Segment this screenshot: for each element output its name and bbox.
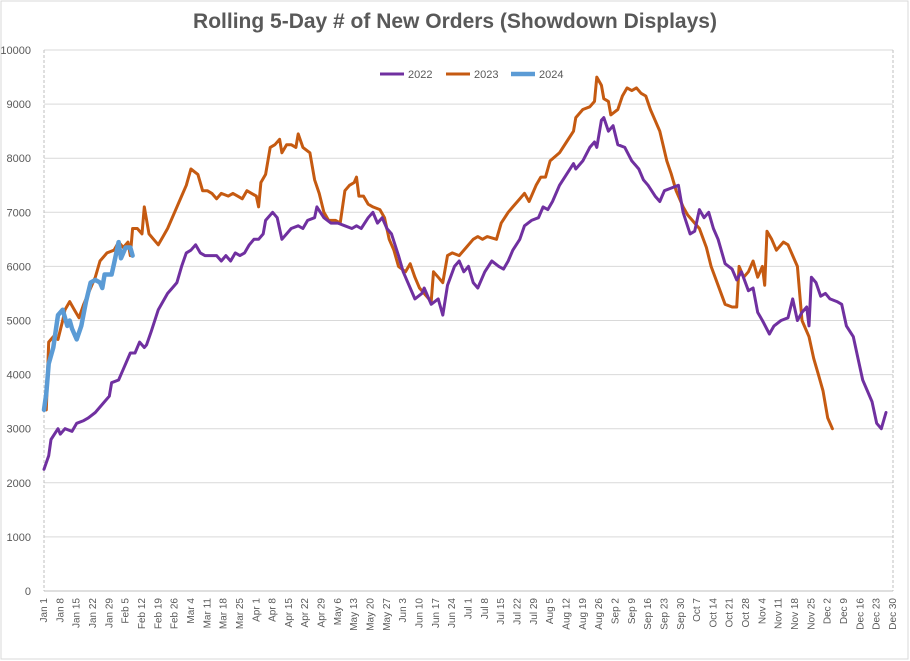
y-tick-label: 0 <box>25 586 31 598</box>
x-tick-label: Dec 9 <box>839 598 850 625</box>
x-tick-label: Apr 8 <box>268 598 279 622</box>
x-tick-label: Dec 23 <box>872 598 883 630</box>
x-tick-label: Jan 29 <box>104 598 115 628</box>
x-tick-label: Apr 1 <box>251 598 262 622</box>
x-axis-ticks: Jan 1 Jan 8 Jan 15 Jan 22 Jan 29 Feb 5 Feb 12 F… <box>39 598 899 631</box>
x-tick-label: Nov 18 <box>790 598 801 630</box>
x-tick-label: Aug 5 <box>545 598 556 625</box>
x-tick-label: Sep 16 <box>643 598 654 630</box>
y-tick-label: 3000 <box>7 424 31 436</box>
x-tick-label: Mar 18 <box>219 598 230 630</box>
x-tick-label: Apr 22 <box>300 598 311 628</box>
legend-label-2023: 2023 <box>474 69 498 81</box>
y-tick-label: 7000 <box>7 207 31 219</box>
x-tick-label: Jul 29 <box>529 598 540 625</box>
x-tick-label: Jan 22 <box>88 598 99 628</box>
y-axis-ticks: 0 1000 2000 3000 4000 5000 6000 7000 8000 9000 100… <box>0 45 31 598</box>
y-tick-label: 4000 <box>7 370 31 382</box>
y-tick-label: 9000 <box>7 99 31 111</box>
x-tick-label: May 13 <box>349 598 360 631</box>
x-tick-label: Sep 9 <box>627 598 638 625</box>
x-tick-label: Jan 8 <box>55 598 66 623</box>
x-tick-label: Aug 26 <box>594 598 605 630</box>
x-tick-label: Nov 11 <box>774 598 785 629</box>
x-tick-label: Jun 24 <box>447 598 458 628</box>
x-tick-label: Dec 2 <box>823 598 834 625</box>
x-tick-label: Jan 1 <box>39 598 50 623</box>
x-tick-label: Dec 16 <box>855 598 866 630</box>
series-lines <box>41 75 888 471</box>
x-tick-label: May 27 <box>382 598 393 631</box>
x-tick-label: Mar 25 <box>235 598 246 630</box>
x-tick-label: May 6 <box>333 598 344 626</box>
y-tick-label: 2000 <box>7 478 31 490</box>
x-tick-label: Jul 8 <box>480 598 491 620</box>
x-tick-label: Feb 19 <box>153 598 164 630</box>
y-tick-label: 8000 <box>7 153 31 165</box>
y-tick-label: 10000 <box>0 45 31 57</box>
x-tick-label: Jun 3 <box>398 598 409 623</box>
x-tick-label: Oct 7 <box>692 598 703 622</box>
x-tick-label: Aug 12 <box>561 598 572 630</box>
x-tick-label: May 20 <box>366 598 377 631</box>
series-line-2023 <box>42 75 834 431</box>
x-tick-label: Nov 4 <box>757 598 768 625</box>
series-line-2024 <box>41 239 135 413</box>
x-tick-label: Aug 19 <box>578 598 589 630</box>
x-tick-label: Nov 25 <box>806 598 817 630</box>
x-tick-label: Jul 22 <box>512 598 523 625</box>
x-tick-label: Jul 15 <box>496 598 507 625</box>
legend-label-2024: 2024 <box>539 69 563 81</box>
x-tick-label: Apr 29 <box>317 598 328 628</box>
x-tick-label: Jan 15 <box>72 598 83 628</box>
x-tick-label: Oct 14 <box>708 598 719 628</box>
x-tick-label: Jul 1 <box>464 598 475 620</box>
x-tick-label: Feb 5 <box>121 598 132 624</box>
x-tick-label: Jun 17 <box>431 598 442 628</box>
x-tick-label: Mar 11 <box>202 598 213 629</box>
series-line-2022 <box>42 116 888 471</box>
x-tick-label: Sep 23 <box>659 598 670 630</box>
x-tick-label: Sep 30 <box>676 598 687 630</box>
x-tick-label: Feb 26 <box>170 598 181 630</box>
x-tick-label: Feb 12 <box>137 598 148 630</box>
gridlines <box>43 49 894 592</box>
legend-label-2022: 2022 <box>408 69 432 81</box>
y-tick-label: 1000 <box>7 532 31 544</box>
x-tick-label: Apr 15 <box>284 598 295 628</box>
x-tick-label: Sep 2 <box>610 598 621 625</box>
x-tick-label: Dec 30 <box>888 598 899 630</box>
x-tick-label: Mar 4 <box>186 598 197 624</box>
y-tick-label: 5000 <box>7 316 31 328</box>
chart-title: Rolling 5-Day # of New Orders (Showdown … <box>193 10 717 33</box>
x-tick-label: Oct 21 <box>725 598 736 628</box>
x-tick-label: Jun 10 <box>415 598 426 628</box>
y-tick-label: 6000 <box>7 261 31 273</box>
legend: 2022 2023 2024 <box>380 69 563 81</box>
x-tick-label: Oct 28 <box>741 598 752 628</box>
